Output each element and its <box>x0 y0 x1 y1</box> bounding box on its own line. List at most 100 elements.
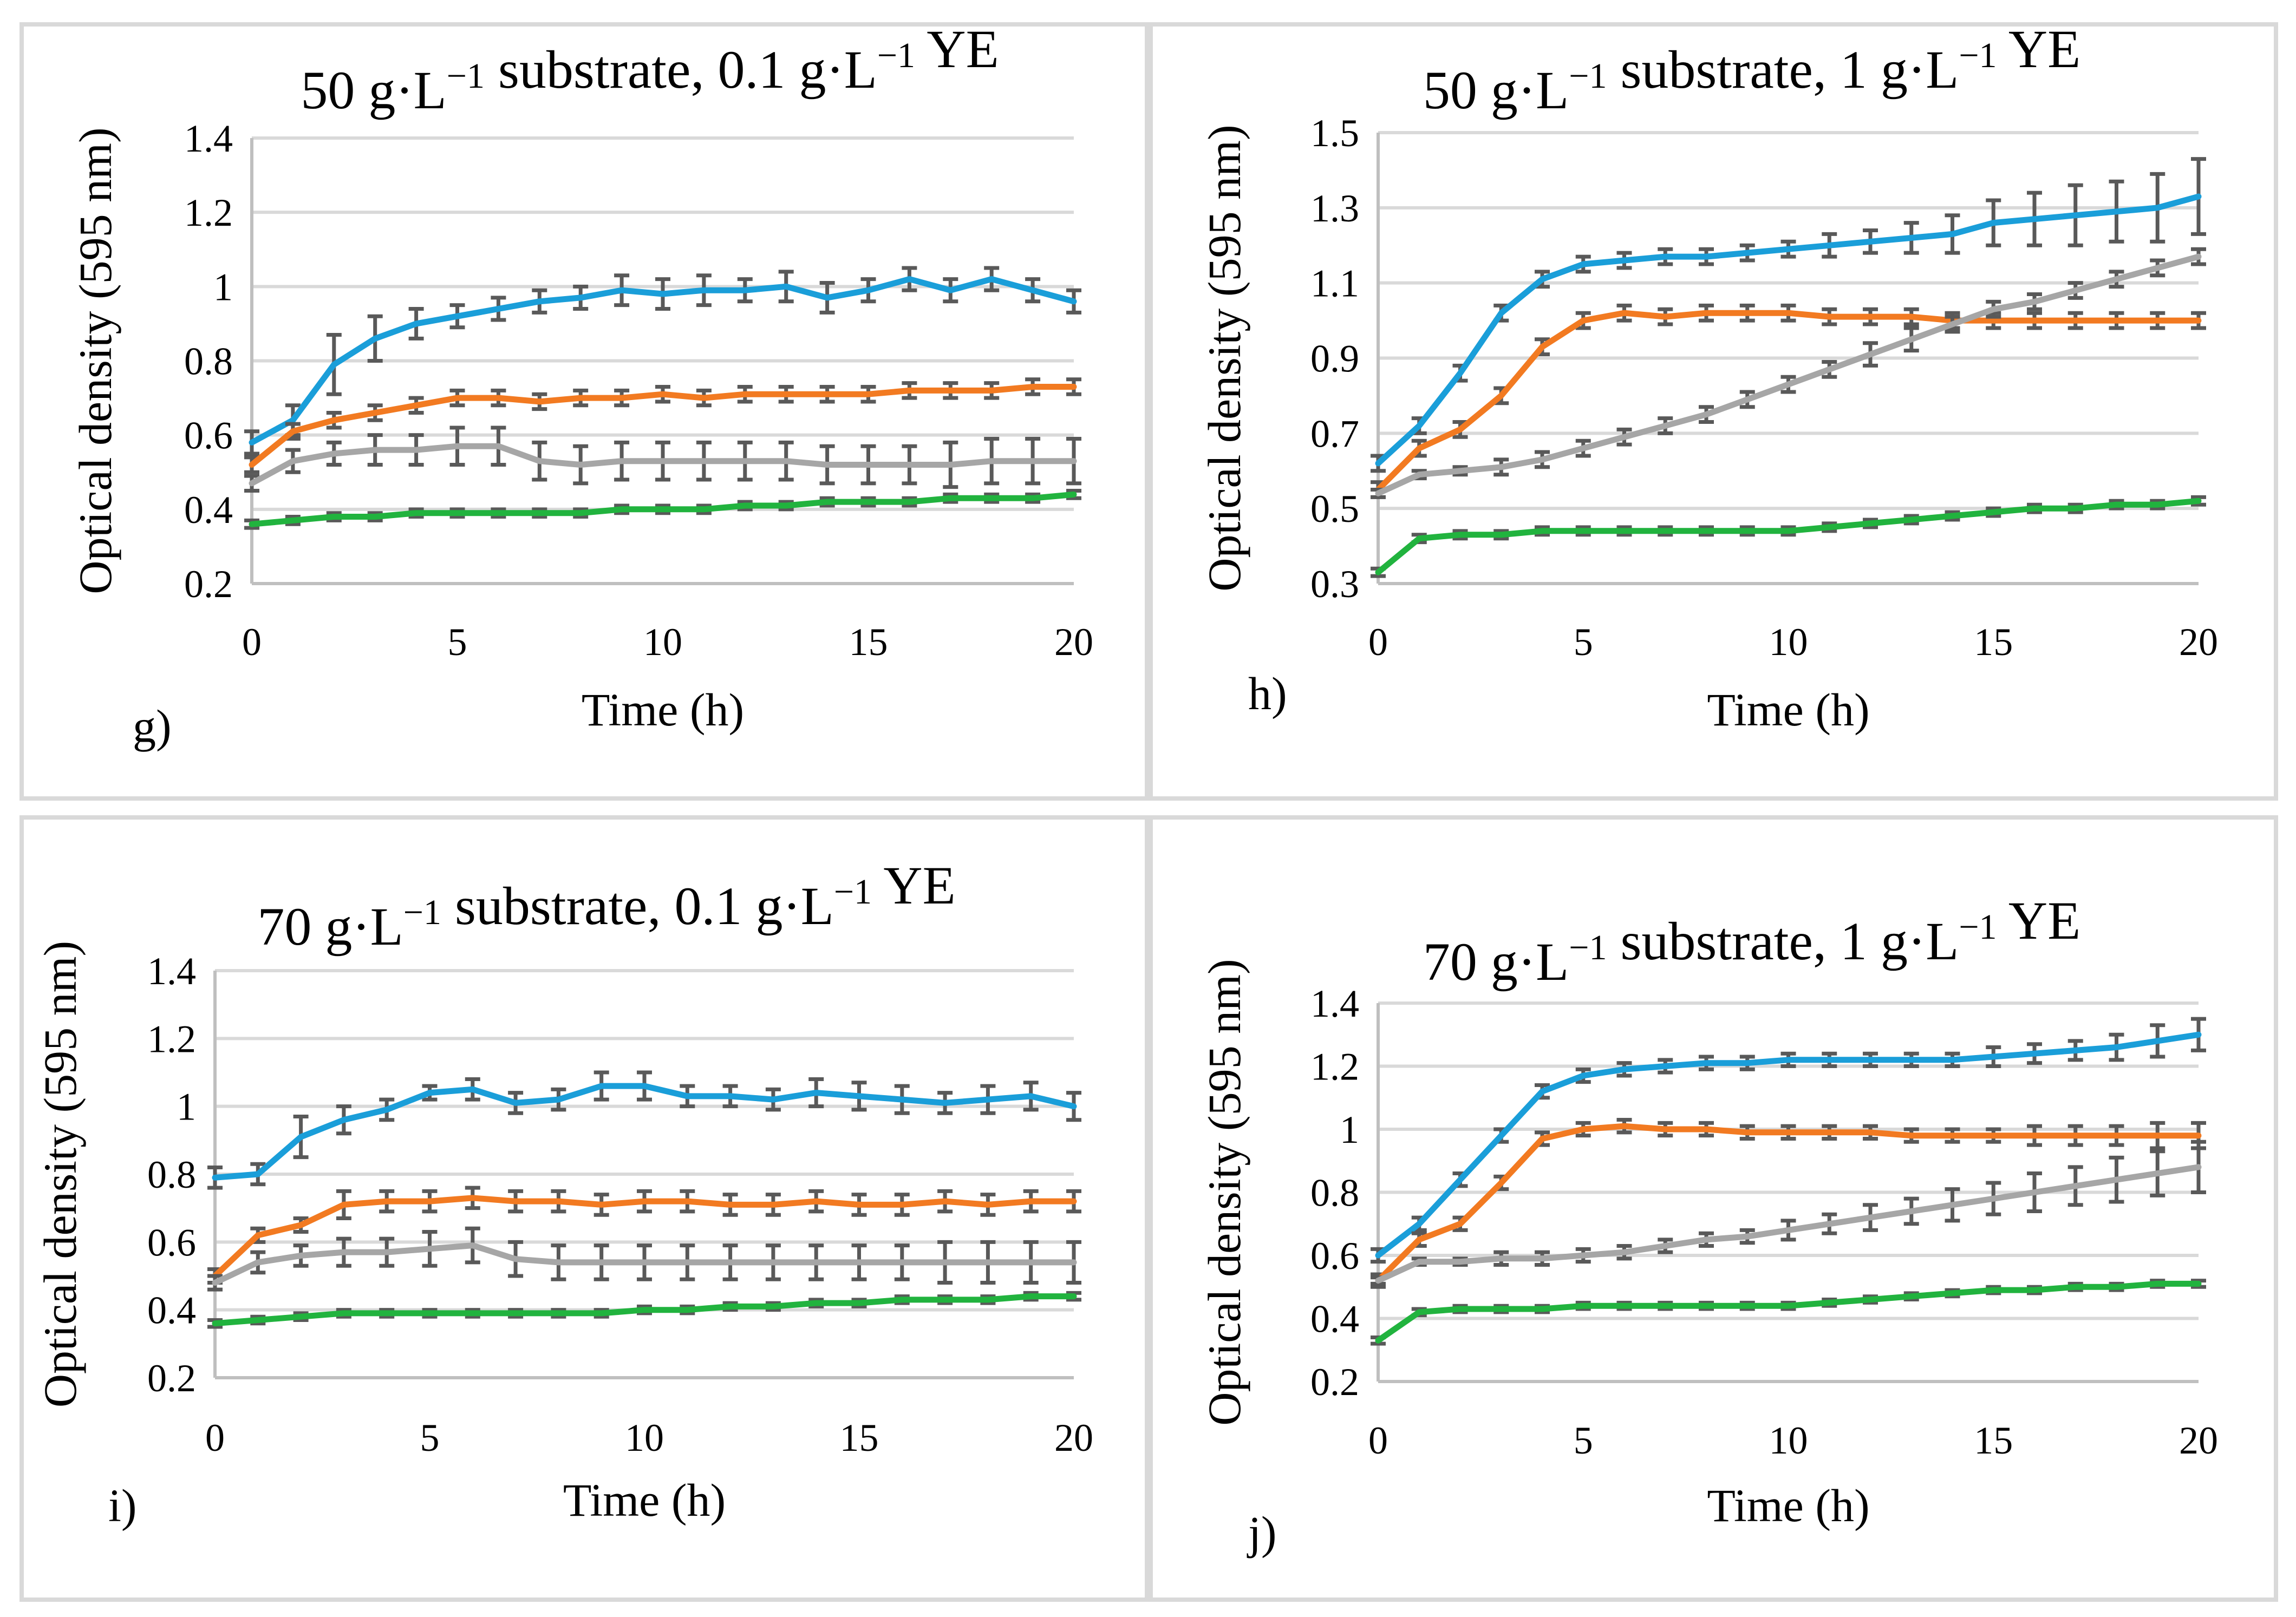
data-point <box>2196 318 2201 323</box>
data-point <box>1030 384 1035 389</box>
data-point <box>1786 247 1791 252</box>
y-tick-label: 0.6 <box>147 1221 196 1264</box>
data-point <box>899 1097 904 1102</box>
data-point <box>1417 446 1421 451</box>
x-tick-label: 0 <box>205 1416 225 1459</box>
title-text: substrate, 0.1 g·L <box>485 40 877 100</box>
data-point <box>2114 318 2119 323</box>
title-text: YE <box>872 855 956 915</box>
data-point <box>1950 514 1955 519</box>
data-point <box>948 288 953 293</box>
data-point <box>814 1090 819 1095</box>
data-point <box>1458 371 1463 376</box>
data-point <box>728 1260 733 1265</box>
data-point <box>899 1260 904 1265</box>
data-point <box>1745 397 1750 402</box>
data-point <box>1704 1237 1708 1242</box>
data-point <box>1663 423 1668 428</box>
data-point <box>1499 464 1504 469</box>
data-point <box>1376 1278 1380 1283</box>
data-point <box>1786 311 1791 316</box>
data-point <box>1909 1057 1914 1062</box>
data-point <box>907 500 912 505</box>
data-point <box>1704 1127 1708 1131</box>
data-point <box>1704 528 1708 533</box>
title-superscript: −1 <box>877 36 915 75</box>
data-point <box>1417 472 1421 477</box>
data-point <box>1581 1253 1586 1258</box>
data-point <box>661 392 665 397</box>
data-point <box>1868 1057 1873 1062</box>
data-point <box>537 459 542 463</box>
data-point <box>1704 254 1708 259</box>
data-point <box>1417 1259 1421 1264</box>
series-3 <box>1371 247 2206 499</box>
data-point <box>1458 1177 1463 1182</box>
x-tick-label: 20 <box>2179 620 2218 664</box>
data-point <box>455 444 460 449</box>
data-point <box>1909 1294 1914 1299</box>
data-point <box>298 1253 303 1258</box>
panel-frame-j <box>1149 815 2278 1602</box>
series-1 <box>207 1070 1081 1190</box>
data-point <box>496 306 501 311</box>
data-point <box>771 1304 775 1309</box>
x-tick-label: 15 <box>1974 620 2013 664</box>
data-point <box>661 459 665 463</box>
data-point <box>866 288 871 293</box>
data-point <box>1030 459 1035 463</box>
data-point <box>1072 459 1076 463</box>
title-text: 50 g·L <box>301 60 446 120</box>
data-point <box>1499 393 1504 398</box>
data-point <box>1950 1133 1955 1138</box>
data-point <box>470 1311 475 1315</box>
data-point <box>1991 1055 1996 1059</box>
data-point <box>1868 1215 1873 1220</box>
data-point <box>1417 536 1421 541</box>
data-point <box>1745 1234 1750 1239</box>
data-point <box>1499 532 1504 537</box>
y-tick-label: 0.8 <box>1310 1171 1359 1215</box>
data-point <box>742 503 747 508</box>
series-2 <box>1371 303 2206 499</box>
data-point <box>1417 423 1421 428</box>
data-point <box>701 396 706 401</box>
title-text: YE <box>1997 891 2081 951</box>
data-point <box>298 1223 303 1227</box>
data-point <box>825 295 830 300</box>
data-point <box>414 448 419 453</box>
data-point <box>373 514 377 519</box>
data-point <box>943 1199 948 1204</box>
data-point <box>1827 1300 1832 1305</box>
data-point <box>857 1260 862 1265</box>
data-point <box>943 1101 948 1105</box>
data-point <box>1950 232 1955 237</box>
data-point <box>1909 235 1914 240</box>
data-point <box>1458 1259 1463 1264</box>
data-point <box>1072 384 1076 389</box>
y-tick-label: 0.4 <box>184 488 233 532</box>
data-point <box>331 418 336 423</box>
data-point <box>513 1256 518 1261</box>
data-point <box>1950 1291 1955 1295</box>
y-tick-label: 1.2 <box>147 1017 196 1060</box>
data-point <box>1827 1130 1832 1135</box>
data-point <box>556 1199 561 1204</box>
data-point <box>2032 1288 2037 1293</box>
data-point <box>341 1250 346 1255</box>
data-point <box>470 1087 475 1092</box>
data-point <box>1581 528 1586 533</box>
data-point <box>1745 528 1750 533</box>
data-point <box>537 299 542 304</box>
series-1 <box>1371 157 2206 473</box>
series-3 <box>244 425 1081 493</box>
data-point <box>1991 510 1996 515</box>
data-point <box>1028 1199 1033 1204</box>
data-point <box>814 1260 819 1265</box>
data-point <box>1663 1243 1668 1248</box>
data-point <box>2032 1051 2037 1056</box>
data-point <box>298 1135 303 1140</box>
y-tick-label: 0.4 <box>1310 1298 1359 1341</box>
data-point <box>1376 1253 1380 1258</box>
